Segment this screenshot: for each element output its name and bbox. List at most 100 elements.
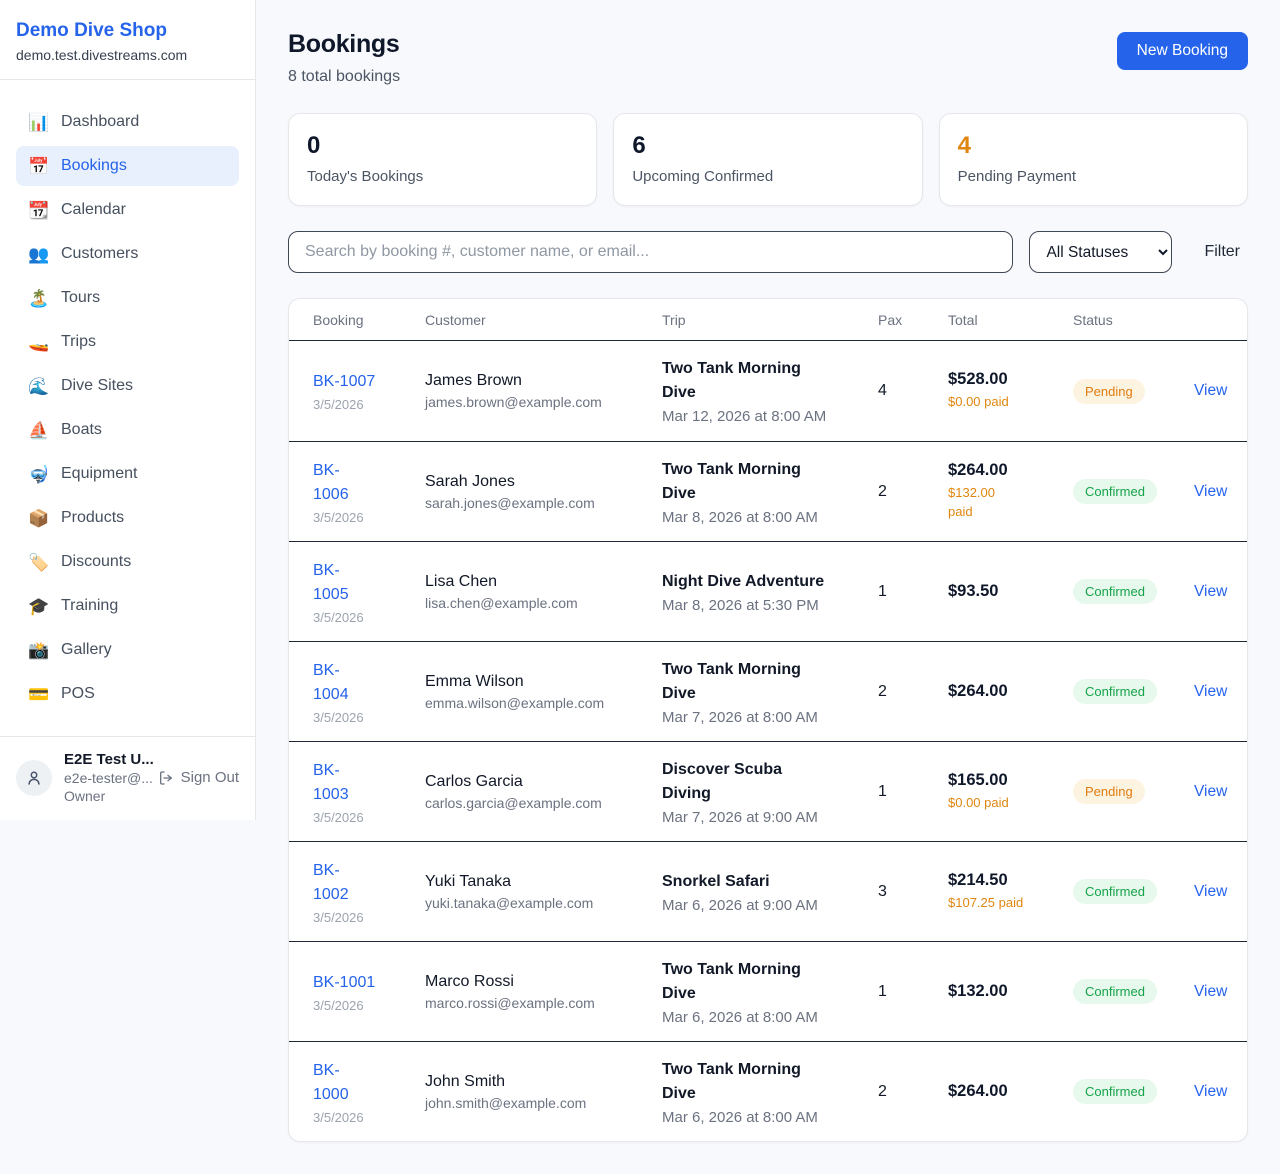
table-row: BK- 1005 3/5/2026 Lisa Chen lisa.chen@ex…: [289, 541, 1247, 641]
bookings-table: Booking Customer Trip Pax Total Status BK-100…: [288, 298, 1248, 1142]
sidebar-item-pos[interactable]: 💳 POS: [28, 684, 95, 704]
paid-amount: $0.00 paid: [948, 794, 1009, 810]
user-name: E2E Test U...: [64, 751, 154, 768]
brand-name: Demo Dive Shop: [16, 20, 167, 41]
status-select[interactable]: All Statuses: [1029, 231, 1173, 273]
trip-datetime: Mar 7, 2026 at 9:00 AM: [662, 808, 818, 826]
page-title: Bookings: [288, 30, 400, 58]
status-badge: Confirmed: [1073, 579, 1157, 604]
booking-id-link[interactable]: BK-1007: [313, 373, 376, 390]
table-row: BK-1007 3/5/2026 James Brown james.brown…: [289, 341, 1247, 441]
pax-count: 2: [878, 682, 887, 700]
sidebar-item-gallery[interactable]: 📸 Gallery: [28, 640, 112, 660]
table-row: BK- 1006 3/5/2026 Sarah Jones sarah.jone…: [289, 441, 1247, 541]
booking-date: 3/5/2026: [313, 997, 364, 1013]
booking-id-link[interactable]: BK- 1006: [313, 461, 349, 503]
view-link[interactable]: View: [1194, 582, 1228, 600]
trip-name: Two Tank Morning Dive: [662, 1060, 801, 1102]
table-row: BK- 1000 3/5/2026 John Smith john.smith@…: [289, 1041, 1247, 1141]
view-link[interactable]: View: [1194, 382, 1228, 399]
new-booking-button[interactable]: New Booking: [1116, 32, 1248, 70]
paid-amount: $0.00 paid: [948, 394, 1009, 410]
sidebar-item-equipment[interactable]: 🤿 Equipment: [28, 464, 138, 484]
search-input[interactable]: [288, 231, 1014, 273]
page-header: Bookings 8 total bookings New Booking: [288, 30, 1248, 86]
sidebar-item-dashboard[interactable]: 📊 Dashboard: [28, 112, 140, 132]
trip-datetime: Mar 6, 2026 at 8:00 AM: [662, 1008, 818, 1026]
sign-out-button[interactable]: Sign Out: [158, 769, 239, 786]
pax-count: 1: [878, 982, 887, 1000]
graduation-cap-icon: 🎓: [28, 596, 50, 616]
customer-name: John Smith: [425, 1072, 506, 1090]
booking-id-link[interactable]: BK-1001: [313, 973, 376, 991]
people-icon: 👥: [28, 244, 50, 264]
trip-name: Two Tank Morning Dive: [662, 360, 801, 401]
tear-off-calendar-icon: 📆: [28, 200, 50, 220]
stat-value: 6: [632, 132, 646, 159]
sidebar: Demo Dive Shop demo.test.divestreams.com…: [0, 0, 256, 820]
booking-id-link[interactable]: BK- 1000: [313, 1061, 349, 1103]
stat-value: 0: [307, 132, 321, 159]
view-link[interactable]: View: [1194, 482, 1228, 500]
booking-id-link[interactable]: BK- 1004: [313, 661, 349, 703]
total-amount: $264.00: [948, 1082, 1008, 1100]
stat-card-pending-payment: 4 Pending Payment: [938, 113, 1248, 206]
filter-button[interactable]: Filter: [1196, 235, 1248, 269]
pax-count: 2: [878, 1082, 887, 1100]
sidebar-item-discounts[interactable]: 🏷️ Discounts: [28, 552, 132, 572]
pax-count: 3: [878, 882, 887, 900]
booking-id-link[interactable]: BK- 1003: [313, 761, 349, 803]
customer-email: sarah.jones@example.com: [425, 494, 595, 511]
sign-out-icon: [159, 770, 172, 785]
table-body: BK-1007 3/5/2026 James Brown james.brown…: [289, 341, 1247, 1141]
view-link[interactable]: View: [1194, 1082, 1228, 1100]
sidebar-item-tours[interactable]: 🏝️ Tours: [28, 288, 101, 308]
status-badge: Confirmed: [1073, 479, 1157, 504]
view-link[interactable]: View: [1194, 882, 1228, 900]
sign-out-label: Sign Out: [180, 769, 239, 786]
booking-date: 3/5/2026: [313, 397, 364, 412]
trip-datetime: Mar 6, 2026 at 9:00 AM: [662, 896, 818, 914]
pax-count: 2: [878, 482, 887, 500]
sidebar-item-customers[interactable]: 👥 Customers: [28, 244, 139, 264]
booking-id-link[interactable]: BK- 1002: [313, 861, 349, 903]
customer-name: Lisa Chen: [425, 572, 498, 590]
sidebar-item-dive-sites[interactable]: 🌊 Dive Sites: [28, 376, 134, 396]
column-header-status: Status: [1073, 311, 1113, 328]
sailboat-icon: ⛵: [28, 420, 50, 440]
view-link[interactable]: View: [1194, 982, 1228, 1000]
sidebar-item-products[interactable]: 📦 Products: [28, 508, 125, 528]
sidebar-item-bookings[interactable]: 📅 Bookings: [16, 146, 239, 186]
booking-id-link[interactable]: BK- 1005: [313, 561, 349, 603]
table-row: BK- 1004 3/5/2026 Emma Wilson emma.wilso…: [289, 641, 1247, 741]
trip-datetime: Mar 7, 2026 at 8:00 AM: [662, 708, 818, 726]
customer-name: Carlos Garcia: [425, 772, 523, 790]
pax-count: 4: [878, 382, 887, 399]
camera-flash-icon: 📸: [28, 640, 50, 660]
total-amount: $264.00: [948, 682, 1008, 700]
customer-email: lisa.chen@example.com: [425, 594, 578, 611]
brand-domain: demo.test.divestreams.com: [16, 47, 188, 63]
status-badge: Confirmed: [1073, 679, 1157, 704]
status-badge: Pending: [1073, 378, 1145, 404]
user-info: E2E Test U... e2e-tester@... Owner: [64, 751, 154, 804]
bar-chart-icon: 📊: [28, 112, 50, 132]
sidebar-item-calendar[interactable]: 📆 Calendar: [28, 200, 126, 220]
sidebar-item-trips[interactable]: 🚤 Trips: [28, 332, 96, 352]
wave-icon: 🌊: [28, 376, 50, 396]
view-link[interactable]: View: [1194, 782, 1228, 800]
column-header-pax: Pax: [878, 311, 903, 328]
view-link[interactable]: View: [1194, 682, 1228, 700]
stats-row: 0 Today's Bookings 6 Upcoming Confirmed …: [288, 113, 1248, 206]
customer-name: Emma Wilson: [425, 672, 524, 690]
sidebar-item-boats[interactable]: ⛵ Boats: [28, 420, 102, 440]
trip-name: Two Tank Morning Dive: [662, 960, 801, 1002]
avatar: [16, 759, 52, 796]
user-section: E2E Test U... e2e-tester@... Owner Sign …: [0, 736, 255, 820]
customer-email: emma.wilson@example.com: [425, 694, 605, 711]
customer-email: james.brown@example.com: [425, 394, 602, 410]
total-amount: $528.00: [948, 370, 1008, 389]
stat-label: Upcoming Confirmed: [632, 168, 774, 185]
sidebar-item-training[interactable]: 🎓 Training: [28, 596, 119, 616]
column-header-booking: Booking: [313, 311, 364, 328]
